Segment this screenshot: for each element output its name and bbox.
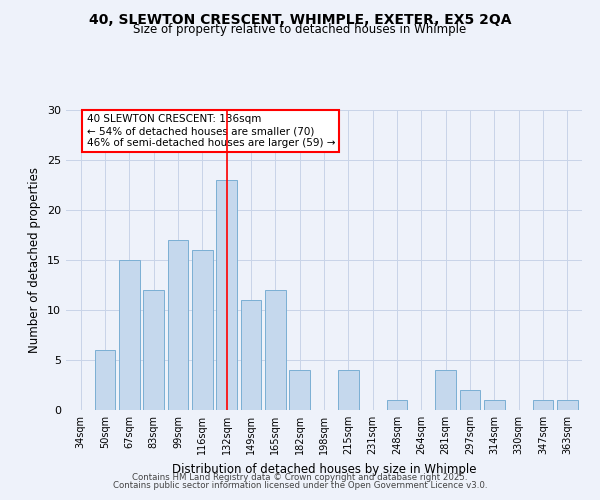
Text: Size of property relative to detached houses in Whimple: Size of property relative to detached ho… (133, 22, 467, 36)
Bar (484, 400, 505, 410)
X-axis label: Distribution of detached houses by size in Whimple: Distribution of detached houses by size … (172, 462, 476, 475)
Bar (167, 240, 188, 410)
Bar (289, 370, 310, 410)
Bar (533, 400, 553, 410)
Y-axis label: Number of detached properties: Number of detached properties (28, 167, 41, 353)
Bar (557, 400, 578, 410)
Text: Contains HM Land Registry data © Crown copyright and database right 2025.: Contains HM Land Registry data © Crown c… (132, 473, 468, 482)
Bar (143, 290, 164, 410)
Bar (436, 370, 456, 410)
Bar (216, 180, 237, 410)
Bar (338, 370, 359, 410)
Bar (192, 250, 212, 410)
Bar (265, 290, 286, 410)
Bar (95, 350, 115, 410)
Text: 40, SLEWTON CRESCENT, WHIMPLE, EXETER, EX5 2QA: 40, SLEWTON CRESCENT, WHIMPLE, EXETER, E… (89, 12, 511, 26)
Text: 40 SLEWTON CRESCENT: 136sqm
← 54% of detached houses are smaller (70)
46% of sem: 40 SLEWTON CRESCENT: 136sqm ← 54% of det… (86, 114, 335, 148)
Bar (119, 260, 140, 410)
Bar (386, 400, 407, 410)
Text: Contains public sector information licensed under the Open Government Licence v3: Contains public sector information licen… (113, 482, 487, 490)
Bar (241, 300, 262, 410)
Bar (460, 390, 481, 410)
